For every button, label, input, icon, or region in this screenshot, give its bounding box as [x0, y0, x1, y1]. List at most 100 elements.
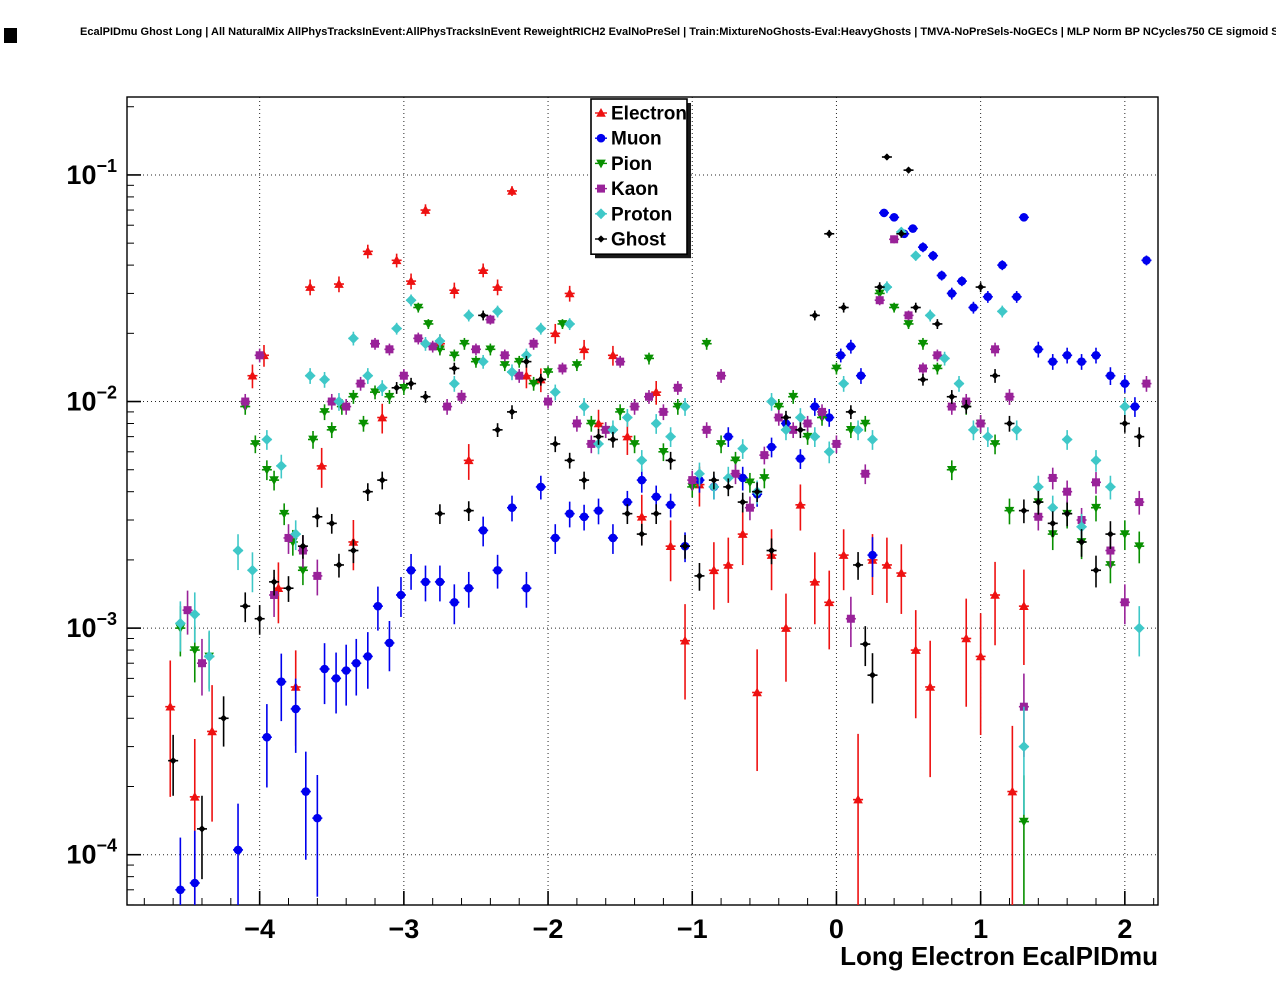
data-point: [636, 523, 647, 546]
data-point: [372, 586, 383, 631]
data-point: [889, 235, 900, 244]
canvas-corner-artifact: [4, 28, 17, 43]
data-point: [651, 504, 662, 525]
data-point: [946, 287, 957, 300]
data-point: [579, 339, 590, 360]
data-point: [853, 733, 864, 905]
data-point: [543, 394, 554, 409]
data-point: [557, 362, 568, 375]
data-point: [578, 398, 590, 416]
data-point: [896, 544, 907, 614]
data-point: [391, 322, 403, 335]
series-electron-points: [165, 185, 1029, 905]
data-point: [463, 444, 474, 480]
data-point: [903, 166, 914, 174]
data-point: [463, 501, 474, 521]
data-point: [279, 503, 290, 526]
data-point: [1062, 347, 1073, 364]
y-tick-label: 10−4: [66, 836, 117, 870]
data-point: [823, 441, 835, 464]
x-tick-label: −1: [677, 914, 708, 944]
data-point: [442, 399, 453, 415]
data-point: [1047, 467, 1058, 490]
data-point: [990, 342, 1001, 357]
data-point: [679, 398, 691, 416]
data-point: [174, 601, 186, 652]
data-point: [874, 295, 885, 306]
data-point: [607, 524, 618, 554]
x-axis-title: Long Electron EcalPIDmu: [840, 941, 1158, 971]
data-point: [817, 404, 828, 421]
data-point: [449, 349, 460, 362]
data-point: [319, 404, 330, 421]
legend-entry-electron: Electron: [595, 104, 687, 125]
y-axis: 10−1 10−2 10−3 10−4: [66, 106, 141, 906]
data-point: [924, 309, 936, 322]
data-point: [1141, 376, 1152, 392]
data-point: [997, 260, 1008, 271]
legend-label: Muon: [611, 129, 662, 150]
data-point: [1062, 502, 1073, 527]
data-point: [384, 620, 395, 672]
data-point: [658, 404, 669, 421]
data-point: [946, 460, 957, 481]
data-point: [621, 409, 633, 427]
data-point: [478, 263, 489, 278]
data-point: [305, 279, 316, 296]
data-point: [312, 507, 323, 528]
data-point: [478, 310, 489, 321]
data-point: [1018, 706, 1030, 815]
data-point: [362, 244, 373, 259]
data-point: [831, 362, 842, 375]
data-point: [903, 310, 914, 321]
data-point: [1047, 511, 1058, 538]
data-point: [607, 431, 618, 448]
data-point: [341, 399, 352, 415]
data-point: [852, 420, 864, 441]
data-point: [845, 339, 856, 354]
data-point: [434, 504, 445, 525]
legend-entry-kaon: Kaon: [595, 179, 659, 200]
data-point: [665, 493, 676, 518]
data-point: [1062, 480, 1073, 505]
data-point: [507, 405, 518, 420]
data-point: [478, 516, 489, 547]
data-point: [975, 415, 986, 433]
data-point: [658, 443, 669, 462]
x-tick-label: −3: [388, 914, 419, 944]
data-point: [867, 430, 878, 450]
data-point: [207, 685, 218, 822]
data-point: [860, 626, 871, 667]
data-point: [1141, 255, 1152, 266]
data-point: [261, 704, 272, 788]
data-point: [564, 452, 575, 469]
data-point: [434, 334, 446, 349]
data-point: [564, 318, 576, 331]
data-point: [528, 376, 539, 391]
data-point: [809, 310, 820, 321]
data-point: [300, 751, 311, 860]
data-point: [1134, 531, 1145, 564]
data-point: [737, 439, 749, 459]
data-point: [1119, 584, 1130, 625]
legend-label: Electron: [611, 104, 687, 125]
data-point: [643, 390, 654, 404]
data-point: [824, 570, 835, 650]
data-point: [723, 427, 734, 447]
data-point: [254, 604, 265, 635]
data-point: [168, 734, 179, 796]
data-point: [1076, 354, 1087, 370]
data-point: [593, 429, 604, 445]
data-point: [1105, 367, 1116, 385]
data-point: [506, 364, 518, 381]
data-point: [622, 504, 633, 525]
data-point: [273, 562, 284, 624]
data-point: [290, 678, 301, 753]
data-point: [996, 305, 1008, 318]
data-point: [269, 569, 280, 596]
data-point: [766, 538, 777, 565]
data-point: [932, 362, 943, 375]
plot-title: EcalPIDmu Ghost Long | All NaturalMix Al…: [80, 26, 1276, 38]
data-point: [1090, 450, 1102, 472]
